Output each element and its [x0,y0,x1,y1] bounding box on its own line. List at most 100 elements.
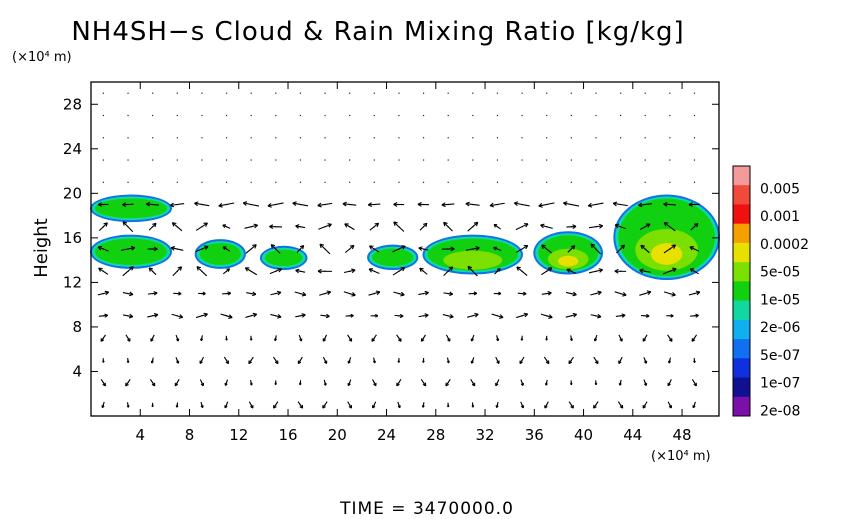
colorbar-swatch [733,281,750,302]
wind-arrow [593,356,599,365]
x-tick-label: 48 [673,426,692,444]
colorbar-swatch [733,242,750,263]
wind-arrow [590,290,602,296]
colorbar-label: 5e-05 [760,265,800,281]
wind-arrow [446,357,450,364]
arrow-shaft [344,244,355,254]
arrow-shaft [420,378,427,387]
grid-dot [619,114,622,117]
wind-arrow [369,222,380,231]
arrow-shaft [223,356,229,364]
arrow-head [244,267,250,272]
arrow-head [249,383,253,386]
arrow-head [317,268,322,274]
arrow-shaft [493,247,502,251]
grid-dot [398,181,400,183]
wind-arrow [148,267,157,276]
wind-arrow [171,313,184,319]
grid-dot [349,159,351,161]
wind-arrow [171,222,183,232]
grid-dot [595,92,597,94]
arrow-shaft [343,269,356,274]
arrow-head [445,382,449,387]
wind-arrow [319,290,332,296]
grid-dot [669,114,671,117]
wind-arrow [516,312,529,319]
arrow-head [693,360,696,363]
grid-dot [595,114,597,117]
grid-dot [693,92,696,94]
grid-dot [570,181,572,183]
arrow-shaft [690,222,699,231]
wind-arrow [667,334,673,342]
arrow-shaft [297,356,303,364]
arrow-head [668,338,673,342]
arrow-head [572,224,577,229]
wind-arrow [222,246,231,252]
grid-dot [349,92,351,94]
arrow-shaft [97,246,109,252]
grid-dot [324,137,326,139]
arrow-shaft [443,292,453,295]
grid-dot [127,159,129,161]
arrow-shaft [470,379,476,387]
arrow-head [222,246,227,250]
arrow-shaft [195,313,208,319]
wind-arrow [122,313,134,319]
grid-dot [152,159,154,161]
wind-arrow [248,356,254,365]
arrow-head [643,382,648,387]
wind-arrow [667,379,672,387]
arrow-head [420,338,425,342]
arrow-head [126,405,130,408]
arrow-head [572,312,578,318]
arrow-head [467,265,473,271]
arrow-shaft [245,244,257,254]
arrow-head [295,224,300,229]
wind-arrow [245,244,257,254]
wind-arrow [270,290,282,296]
wind-arrow [297,401,304,409]
arrow-head [273,404,277,409]
arrow-head [225,338,228,341]
arrow-head [351,268,356,274]
wind-arrow [418,246,429,251]
arrow-shaft [640,244,650,254]
time-label: TIME = 3470000.0 [339,499,514,519]
arrow-head [671,244,676,249]
grid-dot [521,181,523,183]
arrow-shaft [588,202,604,207]
arrow-head [203,312,208,318]
grid-dot [225,114,228,117]
grid-dot [102,181,105,183]
wind-arrow [102,358,105,363]
wind-arrow [588,223,604,229]
wind-arrow [242,201,260,207]
grid-dot [570,159,572,161]
arrow-shaft [322,334,328,342]
arrow-head [224,405,228,409]
wind-arrow [565,312,578,318]
grid-dot [619,92,622,94]
wind-arrow [594,380,598,386]
arrow-shaft [618,356,623,364]
arrow-head [622,291,627,297]
wind-arrow [323,379,327,386]
wind-arrow [493,246,502,251]
arrow-shaft [543,356,550,364]
arrow-head [122,221,128,226]
grid-dot [447,114,449,117]
arrow-head [97,202,102,207]
x-tick-label: 28 [426,426,445,444]
wind-arrow [222,268,231,275]
arrow-shaft [588,225,603,229]
arrow-head [590,243,595,249]
colorbar-label: 2e-06 [760,320,800,336]
arrow-shaft [467,221,479,232]
grid-dot [570,137,572,139]
wind-arrow [663,291,676,297]
wind-arrow [98,313,109,318]
arrow-head [250,405,254,409]
cloud-region [613,194,721,281]
y-axis-ticks: 4 8 12 16 20 24 28 [63,95,719,380]
